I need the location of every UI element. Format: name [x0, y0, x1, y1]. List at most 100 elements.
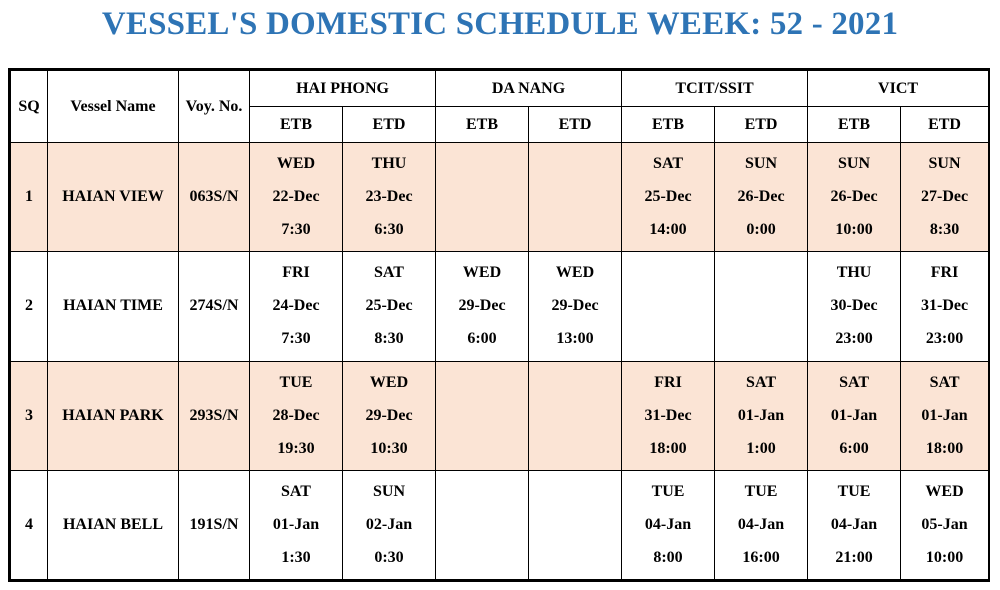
cell-time: 1:00	[746, 439, 776, 457]
cell-time: 10:00	[835, 221, 873, 239]
cell-date: 26-Dec	[737, 188, 785, 206]
schedule-cell: SAT 01-Jan 1:30	[249, 469, 343, 581]
cell-time: 8:00	[653, 548, 683, 566]
cell-day: SAT	[281, 482, 311, 500]
row-voy-no: 293S/N	[178, 360, 250, 471]
schedule-cell: WED 29-Dec 10:30	[341, 360, 437, 471]
header-sq: SQ	[10, 70, 48, 143]
header-etb: ETB	[435, 106, 530, 143]
cell-day: TUE	[837, 482, 871, 500]
header-etb: ETB	[621, 106, 716, 143]
header-vessel-name: Vessel Name	[47, 70, 179, 143]
schedule-cell	[528, 469, 623, 581]
schedule-cell: SUN 26-Dec 10:00	[807, 141, 902, 253]
schedule-cell: WED 29-Dec 13:00	[528, 251, 623, 362]
schedule-table: SQ Vessel Name Voy. No. HAI PHONG DA NAN…	[10, 70, 990, 581]
cell-date: 04-Jan	[830, 515, 878, 533]
schedule-cell	[435, 469, 530, 581]
cell-time: 10:00	[925, 548, 964, 566]
cell-time: 6:00	[467, 330, 497, 348]
row-sq: 2	[10, 251, 48, 362]
cell-day: SUN	[745, 155, 778, 173]
cell-date: 23-Dec	[365, 188, 413, 206]
schedule-cell	[528, 141, 623, 253]
row-vessel-name: HAIAN PARK	[47, 360, 179, 471]
table-row: 2 HAIAN TIME 274S/N FRI 24-Dec 7:30 SAT 25-Dec 8…	[10, 251, 990, 362]
cell-time: 8:30	[374, 330, 404, 348]
schedule-cell	[435, 360, 530, 471]
cell-date: 30-Dec	[830, 297, 878, 315]
page-title: VESSEL'S DOMESTIC SCHEDULE WEEK: 52 - 20…	[101, 6, 899, 42]
cell-date: 25-Dec	[365, 297, 413, 315]
row-vessel-name: HAIAN VIEW	[47, 141, 179, 253]
schedule-cell: SUN 26-Dec 0:00	[714, 141, 809, 253]
header-etd: ETD	[714, 106, 809, 143]
cell-day: WED	[925, 482, 964, 500]
schedule-cell: TUE 28-Dec 19:30	[249, 360, 343, 471]
cell-day: TUE	[744, 482, 778, 500]
header-etb: ETB	[807, 106, 902, 143]
header-etd: ETD	[528, 106, 623, 143]
cell-day: TUE	[279, 373, 313, 391]
schedule-body: 1 HAIAN VIEW 063S/N WED 22-Dec 7:30 THU 23-Dec 6…	[10, 141, 990, 581]
cell-date: 04-Jan	[737, 515, 785, 533]
schedule-cell: THU 30-Dec 23:00	[807, 251, 902, 362]
cell-time: 16:00	[742, 548, 780, 566]
cell-time: 19:30	[277, 439, 315, 457]
schedule-cell: FRI 24-Dec 7:30	[249, 251, 343, 362]
header-etd: ETD	[900, 106, 990, 143]
cell-date: 25-Dec	[644, 188, 692, 206]
schedule-cell: TUE 04-Jan 21:00	[807, 469, 902, 581]
cell-date: 28-Dec	[272, 406, 320, 424]
cell-day: SAT	[929, 373, 960, 391]
row-vessel-name: HAIAN TIME	[47, 251, 179, 362]
cell-day: TUE	[651, 482, 685, 500]
cell-day: SAT	[839, 373, 869, 391]
cell-date: 31-Dec	[920, 297, 969, 315]
table-frame	[8, 68, 990, 582]
schedule-cell: SAT 25-Dec 8:30	[341, 251, 437, 362]
header-etb: ETB	[249, 106, 343, 143]
cell-date: 01-Jan	[830, 406, 878, 424]
cell-date: 24-Dec	[272, 297, 320, 315]
cell-date: 01-Jan	[921, 406, 968, 424]
cell-day: FRI	[930, 264, 959, 282]
schedule-cell: SUN 27-Dec 8:30	[900, 141, 990, 253]
schedule-cell: FRI 31-Dec 18:00	[621, 360, 716, 471]
row-vessel-name: HAIAN BELL	[47, 469, 179, 581]
cell-time: 23:00	[925, 330, 964, 348]
table-row: 1 HAIAN VIEW 063S/N WED 22-Dec 7:30 THU 23-Dec 6…	[10, 141, 990, 253]
schedule-cell	[714, 251, 809, 362]
schedule-cell: SAT 25-Dec 14:00	[621, 141, 716, 253]
cell-time: 14:00	[649, 221, 687, 239]
cell-date: 01-Jan	[737, 406, 785, 424]
table-row: 4 HAIAN BELL 191S/N SAT 01-Jan 1:30 SUN 02-Jan 0…	[10, 469, 990, 581]
schedule-cell: FRI 31-Dec 23:00	[900, 251, 990, 362]
cell-time: 0:30	[374, 548, 404, 566]
cell-day: SAT	[746, 373, 776, 391]
header-port-tcit-ssit: TCIT/SSIT	[621, 70, 809, 107]
cell-time: 23:00	[835, 330, 873, 348]
cell-day: SAT	[653, 155, 683, 173]
cell-day: WED	[462, 264, 502, 282]
header-etd: ETD	[341, 106, 437, 143]
cell-date: 29-Dec	[458, 297, 506, 315]
cell-day: SUN	[928, 155, 961, 173]
header-port-da-nang: DA NANG	[435, 70, 623, 107]
cell-time: 21:00	[835, 548, 873, 566]
cell-time: 13:00	[556, 330, 594, 348]
cell-day: WED	[369, 373, 409, 391]
schedule-cell: SAT 01-Jan 6:00	[807, 360, 902, 471]
cell-time: 7:30	[281, 221, 311, 239]
cell-time: 7:30	[281, 330, 311, 348]
cell-time: 18:00	[925, 439, 964, 457]
schedule-cell: WED 05-Jan 10:00	[900, 469, 990, 581]
cell-day: WED	[276, 155, 316, 173]
row-sq: 3	[10, 360, 48, 471]
schedule-cell	[435, 141, 530, 253]
row-sq: 4	[10, 469, 48, 581]
cell-date: 22-Dec	[272, 188, 320, 206]
cell-date: 29-Dec	[365, 406, 413, 424]
cell-time: 8:30	[929, 221, 960, 239]
cell-day: SUN	[373, 482, 406, 500]
